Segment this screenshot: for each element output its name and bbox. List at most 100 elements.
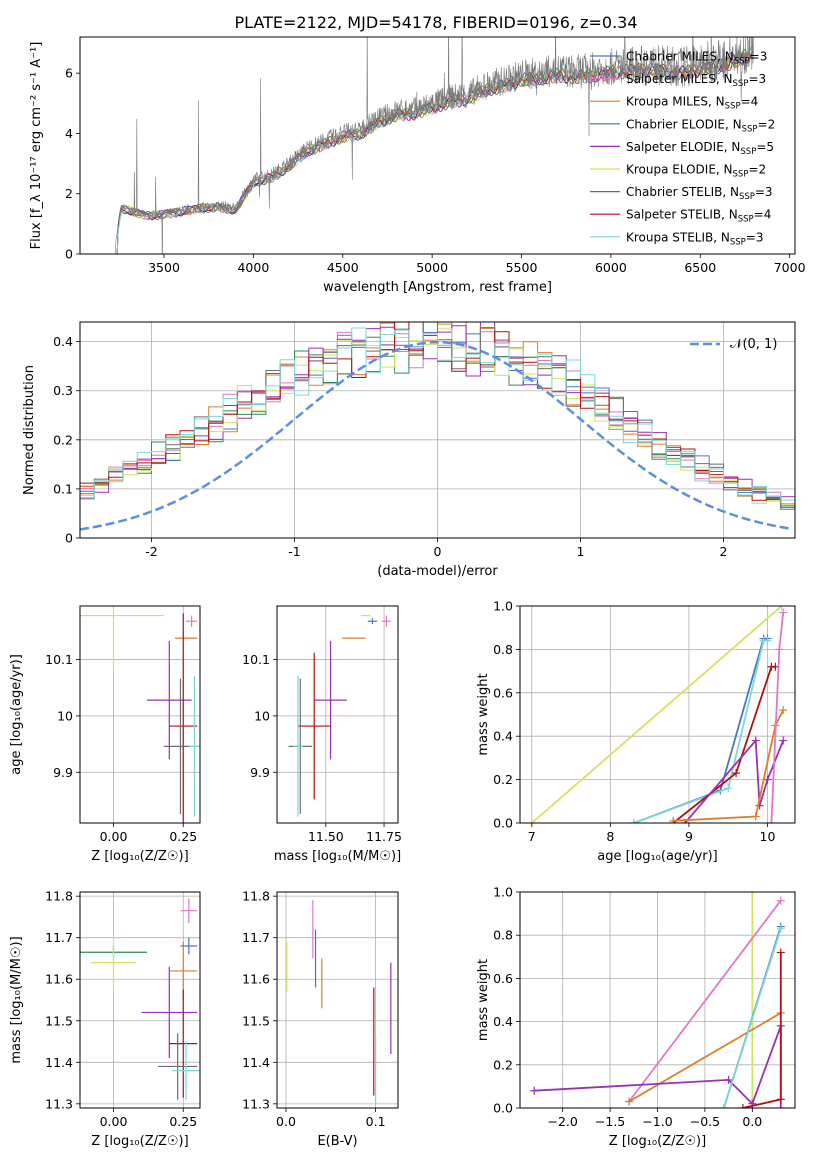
weight-line bbox=[531, 606, 783, 823]
y-tick-label: 10 bbox=[254, 708, 270, 723]
y-tick-label: 0.8 bbox=[493, 928, 513, 943]
x-tick-label: 1 bbox=[577, 544, 585, 559]
x-tick-label: −2.0 bbox=[547, 1114, 577, 1129]
y-tick-label: 10.1 bbox=[242, 652, 270, 667]
legend-text: Chabrier STELIB, N bbox=[626, 185, 739, 199]
weight-line bbox=[684, 738, 785, 823]
weight_vs_Z-series bbox=[530, 892, 785, 1108]
x-tick-label: 7000 bbox=[774, 260, 806, 275]
spectrum-frame bbox=[79, 36, 796, 255]
y-tick-label: 11.7 bbox=[45, 930, 73, 945]
legend-count: =3 bbox=[748, 72, 766, 86]
legend-sub: SSP bbox=[730, 237, 746, 247]
legend-sub: SSP bbox=[733, 170, 749, 180]
legend-text: Chabrier MILES, N bbox=[626, 50, 734, 64]
x-tick-label: 0.25 bbox=[169, 1114, 197, 1129]
x-tick-label: 11.75 bbox=[366, 829, 402, 844]
age_vs_mass-axes: 11.50 11.75 9.9 10 10.1 mass [log₁₀(M/M☉)] bbox=[242, 606, 402, 864]
legend-sub: SSP bbox=[739, 192, 755, 202]
x-tick-label: 4000 bbox=[237, 260, 269, 275]
mass_vs_Z-frame bbox=[79, 891, 201, 1109]
weight-line bbox=[628, 1012, 782, 1103]
y-axis-label: mass weight bbox=[476, 959, 491, 1041]
legend-label: Kroupa MILES, NSSP=4 bbox=[626, 95, 758, 112]
y-tick-label: 0 bbox=[65, 531, 73, 546]
x-tick-label: -2 bbox=[145, 544, 157, 559]
y-tick-label: 0.4 bbox=[493, 1014, 513, 1029]
y-axis-label: Normed distribution bbox=[22, 365, 37, 495]
legend-label: Salpeter STELIB, NSSP=4 bbox=[626, 208, 771, 225]
weight-line bbox=[633, 639, 768, 823]
legend-label: Salpeter MILES, NSSP=3 bbox=[626, 72, 766, 89]
legend-text: Salpeter MILES, N bbox=[626, 72, 733, 86]
weight_vs_Z-axes: −2.0 −1.5 −1.0 −0.5 0.0 0.0 0.2 0.4 0.6 0.8 1.0 Z [… bbox=[476, 885, 795, 1149]
weight_vs_age-axes: 7 8 9 10 0.0 0.2 0.4 0.6 0.8 1.0 age [log₁₀(age/yr… bbox=[476, 599, 795, 864]
gaussian-curve bbox=[80, 340, 793, 531]
y-tick-label: 11.6 bbox=[242, 972, 270, 987]
legend-label: Chabrier ELODIE, NSSP=2 bbox=[626, 117, 775, 134]
legend-text: Salpeter STELIB, N bbox=[626, 208, 738, 222]
mass_vs_ebv-points bbox=[286, 900, 392, 1104]
y-tick-label: 0 bbox=[65, 247, 73, 262]
legend-count: =4 bbox=[741, 95, 759, 109]
x-axis-label: (data-model)/error bbox=[377, 564, 498, 579]
y-tick-label: 11.5 bbox=[45, 1013, 73, 1028]
legend-count: =3 bbox=[755, 185, 773, 199]
weight_vs_age-frame bbox=[519, 605, 796, 824]
y-tick-label: 0.6 bbox=[493, 971, 513, 986]
y-tick-label: 11.6 bbox=[45, 972, 73, 987]
x-axis-label: E(B-V) bbox=[317, 1134, 357, 1149]
legend-sub: SSP bbox=[734, 57, 750, 67]
y-tick-label: 0.2 bbox=[53, 432, 73, 447]
y-tick-label: 2 bbox=[65, 186, 73, 201]
mass_vs_Z-points bbox=[80, 898, 200, 1100]
mass_vs_ebv-frame bbox=[276, 891, 399, 1109]
x-tick-label: 0.00 bbox=[100, 829, 128, 844]
x-tick-label: 0.1 bbox=[366, 1114, 386, 1129]
y-tick-label: 11.4 bbox=[242, 1055, 270, 1070]
y-tick-label: 11.3 bbox=[45, 1096, 73, 1111]
x-axis-label: mass [log₁₀(M/M☉)] bbox=[274, 849, 401, 864]
residual-histograms bbox=[80, 322, 795, 531]
legend-count: =5 bbox=[756, 140, 774, 154]
y-axis-label: mass [log₁₀(M/M☉)] bbox=[9, 936, 24, 1063]
weight-line bbox=[633, 637, 768, 823]
x-tick-label: 0.25 bbox=[169, 829, 197, 844]
y-tick-label: 0.1 bbox=[53, 481, 73, 496]
y-tick-label: 11.5 bbox=[242, 1013, 270, 1028]
x-tick-label: 0.0 bbox=[742, 1114, 762, 1129]
legend-label: Kroupa ELODIE, NSSP=2 bbox=[626, 163, 766, 180]
weight-line bbox=[628, 900, 782, 1103]
y-tick-label: 11.7 bbox=[242, 930, 270, 945]
legend-label: Chabrier MILES, NSSP=3 bbox=[626, 50, 767, 67]
legend-sub: SSP bbox=[738, 215, 754, 225]
y-tick-label: 0.2 bbox=[493, 772, 513, 787]
x-tick-label: 11.50 bbox=[308, 829, 344, 844]
age_vs_Z-axes: 0.00 0.25 9.9 10 10.1 Z [log₁₀(Z/Z☉)] age [log… bbox=[9, 606, 200, 864]
legend-sub: SSP bbox=[733, 79, 749, 89]
y-tick-label: 11.8 bbox=[242, 889, 270, 904]
x-tick-label: 0.0 bbox=[276, 1114, 296, 1129]
y-tick-label: 0.0 bbox=[493, 816, 513, 831]
legend-text: Kroupa ELODIE, N bbox=[626, 163, 733, 177]
y-tick-label: 0.0 bbox=[493, 1101, 513, 1116]
mass_vs_Z-axes: 0.00 0.25 11.3 11.4 11.5 11.6 11.7 11.8 Z [log₁₀… bbox=[9, 889, 200, 1149]
y-tick-label: 11.4 bbox=[45, 1055, 73, 1070]
weight-line bbox=[673, 709, 785, 822]
legend-sub: SSP bbox=[725, 102, 741, 112]
y-tick-label: 4 bbox=[65, 126, 73, 141]
legend-label: Chabrier STELIB, NSSP=3 bbox=[626, 185, 773, 202]
weight_vs_Z-frame bbox=[519, 891, 796, 1109]
x-tick-label: 10 bbox=[760, 829, 776, 844]
legend-count: =4 bbox=[754, 208, 772, 222]
age_vs_Z-points bbox=[80, 606, 200, 823]
x-tick-label: 8 bbox=[606, 829, 614, 844]
y-tick-label: 10.1 bbox=[45, 652, 73, 667]
legend-text: Kroupa STELIB, N bbox=[626, 230, 730, 244]
x-tick-label: −1.5 bbox=[595, 1114, 625, 1129]
y-axis-label: mass weight bbox=[476, 673, 491, 755]
y-tick-label: 0.3 bbox=[53, 383, 73, 398]
